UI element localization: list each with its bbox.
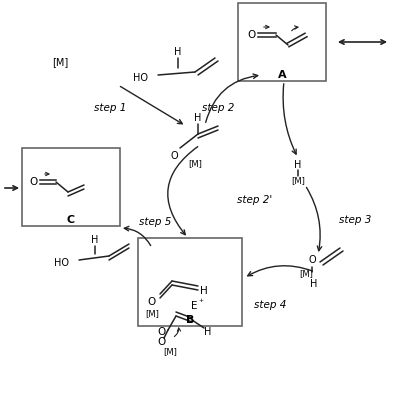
Text: O: O: [30, 177, 38, 187]
Text: A: A: [278, 70, 286, 80]
Text: O: O: [148, 297, 156, 307]
Text: C: C: [67, 215, 75, 225]
Bar: [238, 3, 326, 81]
Text: step 2: step 2: [202, 103, 234, 113]
Text: $^+$: $^+$: [197, 297, 205, 307]
Text: [M]: [M]: [163, 348, 177, 356]
Text: B: B: [186, 315, 194, 325]
Text: step 5: step 5: [139, 217, 171, 227]
Text: H: H: [310, 279, 318, 289]
Text: HO: HO: [133, 73, 148, 83]
Text: HO: HO: [54, 258, 69, 268]
Text: [M]: [M]: [52, 57, 68, 67]
Text: step 1: step 1: [94, 103, 126, 113]
Text: [M]: [M]: [291, 177, 305, 185]
Text: O: O: [158, 327, 166, 337]
Text: [M]: [M]: [145, 310, 159, 318]
Text: H: H: [194, 113, 202, 123]
Bar: [22, 148, 120, 226]
Text: [M]: [M]: [188, 160, 202, 169]
Text: O: O: [158, 337, 166, 347]
Text: O: O: [308, 255, 316, 265]
Text: H: H: [91, 235, 99, 245]
Text: [M]: [M]: [299, 270, 313, 278]
Text: O: O: [170, 151, 178, 161]
Text: step 3: step 3: [339, 215, 371, 225]
Text: H: H: [294, 160, 302, 170]
Text: E: E: [191, 301, 197, 311]
Bar: [138, 238, 242, 326]
Text: H: H: [174, 47, 182, 57]
Text: step 4: step 4: [254, 300, 286, 310]
Text: H: H: [200, 286, 208, 296]
Text: H: H: [204, 327, 212, 337]
Text: step 2': step 2': [237, 195, 272, 205]
Text: O: O: [248, 30, 256, 40]
